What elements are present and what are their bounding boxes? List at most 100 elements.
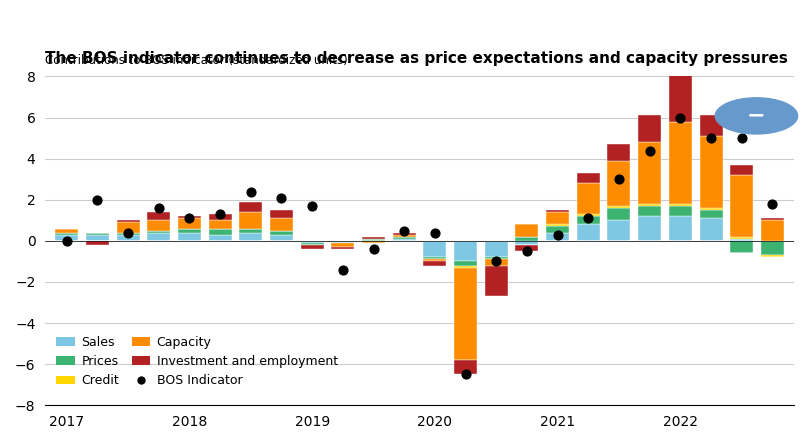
- BOS Indicator: [397, 227, 410, 234]
- Bar: [331, 247, 354, 249]
- Bar: [239, 202, 262, 212]
- Bar: [300, 245, 324, 249]
- Bar: [698, 210, 722, 218]
- Bar: [515, 245, 538, 251]
- Bar: [668, 206, 691, 216]
- Bar: [362, 241, 384, 243]
- Bar: [729, 165, 753, 175]
- Bar: [147, 230, 170, 233]
- Bar: [515, 224, 538, 237]
- Bar: [576, 216, 599, 224]
- Bar: [300, 241, 324, 243]
- Bar: [607, 208, 629, 220]
- Bar: [208, 214, 231, 220]
- Bar: [269, 235, 293, 241]
- BOS Indicator: [213, 210, 226, 218]
- BOS Indicator: [367, 246, 380, 253]
- Bar: [362, 237, 384, 239]
- Bar: [515, 237, 538, 241]
- Bar: [117, 222, 139, 233]
- Bar: [453, 241, 477, 262]
- BOS Indicator: [765, 200, 778, 207]
- Bar: [453, 262, 477, 266]
- BOS Indicator: [458, 371, 471, 378]
- BOS Indicator: [244, 188, 257, 195]
- Bar: [331, 243, 354, 247]
- Bar: [147, 233, 170, 241]
- Legend: Sales, Prices, Credit, Capacity, Investment and employment, BOS Indicator: Sales, Prices, Credit, Capacity, Investm…: [51, 331, 342, 392]
- Bar: [668, 216, 691, 241]
- Bar: [208, 229, 231, 235]
- Bar: [729, 175, 753, 237]
- Bar: [423, 257, 446, 259]
- BOS Indicator: [642, 148, 655, 155]
- BOS Indicator: [489, 258, 502, 265]
- Bar: [269, 230, 293, 235]
- BOS Indicator: [734, 135, 747, 142]
- Bar: [239, 233, 262, 241]
- Bar: [576, 214, 599, 216]
- Bar: [760, 241, 783, 255]
- Bar: [637, 216, 660, 241]
- Bar: [698, 136, 722, 208]
- Bar: [239, 212, 262, 229]
- Bar: [698, 218, 722, 241]
- Bar: [300, 243, 324, 245]
- Bar: [576, 173, 599, 183]
- Text: Contributions to BOS indicator (standardized units): Contributions to BOS indicator (standard…: [45, 54, 348, 67]
- Bar: [269, 218, 293, 230]
- Bar: [668, 122, 691, 204]
- Bar: [362, 239, 384, 241]
- Bar: [239, 229, 262, 233]
- Bar: [393, 235, 415, 237]
- Text: −: −: [746, 106, 765, 126]
- Bar: [668, 74, 691, 122]
- Bar: [484, 241, 507, 257]
- Bar: [393, 239, 415, 241]
- Bar: [147, 220, 170, 230]
- Bar: [760, 255, 783, 257]
- Bar: [147, 212, 170, 220]
- BOS Indicator: [60, 237, 73, 244]
- BOS Indicator: [520, 248, 533, 255]
- Bar: [546, 210, 569, 212]
- Bar: [117, 220, 139, 222]
- Bar: [393, 237, 415, 239]
- Bar: [546, 212, 569, 224]
- Bar: [178, 233, 200, 241]
- BOS Indicator: [182, 215, 195, 222]
- Bar: [484, 259, 507, 266]
- BOS Indicator: [122, 229, 135, 236]
- Bar: [576, 183, 599, 214]
- Bar: [607, 220, 629, 241]
- Bar: [760, 218, 783, 220]
- Bar: [546, 224, 569, 226]
- Bar: [423, 262, 446, 266]
- Bar: [637, 204, 660, 206]
- Bar: [423, 241, 446, 257]
- Bar: [698, 115, 722, 136]
- BOS Indicator: [673, 114, 686, 121]
- Bar: [55, 233, 78, 235]
- Bar: [55, 235, 78, 241]
- Bar: [393, 233, 415, 235]
- Bar: [484, 257, 507, 259]
- Bar: [86, 235, 109, 241]
- Bar: [668, 204, 691, 206]
- Bar: [729, 237, 753, 239]
- Bar: [178, 218, 200, 229]
- Bar: [637, 142, 660, 204]
- Bar: [607, 144, 629, 161]
- Bar: [515, 241, 538, 245]
- BOS Indicator: [91, 196, 104, 203]
- Bar: [760, 220, 783, 241]
- Circle shape: [714, 98, 796, 134]
- Bar: [269, 210, 293, 218]
- Bar: [637, 115, 660, 142]
- Bar: [86, 233, 109, 235]
- BOS Indicator: [704, 135, 717, 142]
- Bar: [546, 226, 569, 233]
- Text: The BOS indicator continues to decrease as price expectations and capacity press: The BOS indicator continues to decrease …: [45, 51, 787, 66]
- BOS Indicator: [336, 266, 349, 273]
- BOS Indicator: [551, 231, 564, 238]
